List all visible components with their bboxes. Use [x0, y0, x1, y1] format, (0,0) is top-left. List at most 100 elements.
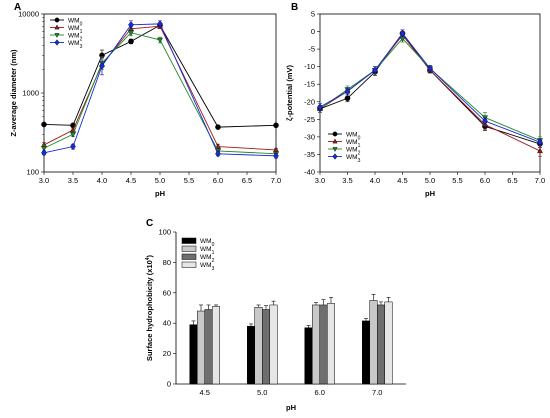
- panel-c-letter: C: [146, 218, 153, 229]
- y-tick-label: -40: [304, 168, 315, 177]
- data-point: [41, 146, 47, 152]
- y-tick-label: 100: [158, 228, 171, 237]
- legend-marker: [54, 24, 60, 30]
- panel-b-letter: B: [291, 2, 298, 13]
- y-tick-label: 1000: [22, 89, 39, 98]
- legend-marker: [332, 153, 338, 160]
- bar: [262, 309, 270, 385]
- y-tick-label: 10000: [18, 10, 39, 19]
- legend-label: WM2: [68, 32, 83, 42]
- x-tick-label: 6.5: [242, 176, 252, 185]
- y-tick-label: 60: [163, 288, 171, 297]
- y-tick-label: 100: [26, 168, 39, 177]
- x-tick-label: 4.5: [200, 388, 210, 397]
- data-point: [537, 138, 543, 146]
- series-line: [43, 32, 277, 155]
- x-tick-label: 6.5: [507, 176, 517, 185]
- data-point: [482, 117, 488, 125]
- x-axis-title: pH: [425, 189, 435, 198]
- panel-a: A 3.0 3.5 4.0 4.5 5.0 5.5 6.0 6.5 7.0 100 1000 1000…: [9, 2, 281, 198]
- x-tick-label: 3.5: [68, 176, 78, 185]
- x-tick-label: 6.0: [480, 176, 490, 185]
- series-line: [319, 37, 541, 141]
- y-tick-label: 40: [163, 319, 171, 328]
- x-tick-label: 6.0: [213, 176, 223, 185]
- y-axis-title: Surface hydrophobicity (x104): [145, 254, 154, 361]
- x-tick-label: 4.0: [370, 176, 380, 185]
- data-point: [427, 64, 433, 73]
- y-tick-label: 5: [311, 10, 315, 19]
- data-point: [344, 95, 351, 102]
- panel-b: B 3.0 3.5 4.0 4.5 5.0 5.5 6.0 6.5 7.0 -40 -35 -30 -2…: [285, 2, 545, 198]
- x-tick-label: 5.5: [452, 176, 462, 185]
- x-tick-label: 7.0: [535, 176, 545, 185]
- bar: [212, 306, 220, 385]
- x-tick-label: 3.0: [39, 176, 49, 185]
- y-tick-label: -25: [304, 115, 315, 124]
- legend-swatch: [181, 253, 197, 260]
- legend-swatch: [181, 261, 197, 268]
- bar: [327, 303, 335, 385]
- data-point: [99, 62, 105, 70]
- data-point: [128, 30, 134, 37]
- bar: [254, 306, 263, 385]
- legend-swatch: [181, 245, 197, 252]
- bar: [384, 301, 393, 385]
- data-point: [70, 142, 76, 151]
- bar: [304, 327, 313, 385]
- data-point: [215, 124, 221, 130]
- legend-label: WM0: [200, 238, 215, 248]
- y-axis-title: ζ-potential (mV): [285, 65, 294, 121]
- legend-label: WM1: [200, 246, 215, 256]
- bar: [312, 304, 320, 385]
- y-tick-label: 0: [167, 380, 171, 389]
- legend-label: WM2: [346, 146, 361, 156]
- data-point: [317, 103, 323, 111]
- data-point: [157, 37, 163, 44]
- bar: [319, 304, 328, 385]
- bar: [247, 325, 255, 385]
- y-tick-label: -35: [304, 150, 315, 159]
- x-axis-title: pH: [286, 403, 296, 412]
- legend-marker: [332, 131, 338, 137]
- panel-a-letter: A: [14, 2, 21, 13]
- data-point: [215, 150, 221, 158]
- data-point: [157, 20, 163, 28]
- y-tick-label: -10: [304, 62, 315, 71]
- legend-label: WM2: [200, 254, 215, 264]
- x-tick-label: 5.0: [425, 176, 435, 185]
- bar: [204, 309, 213, 385]
- legend-marker: [54, 17, 60, 23]
- data-point: [41, 121, 47, 128]
- x-tick-label: 4.0: [97, 176, 107, 185]
- bar: [197, 310, 205, 385]
- legend-label: WM0: [68, 17, 83, 27]
- data-point: [273, 152, 279, 160]
- x-tick-label: 6.0: [315, 388, 325, 397]
- data-point: [41, 149, 47, 157]
- y-tick-label: -15: [304, 80, 315, 89]
- y-tick-label: 80: [163, 258, 171, 267]
- panel-c: C 0 20 40 60 80 100 4.5 5.0 6.0 7.0 pH Surface hydr…: [145, 218, 406, 412]
- bar: [362, 320, 370, 385]
- x-tick-label: 3.0: [315, 176, 325, 185]
- x-tick-label: 7.0: [372, 388, 382, 397]
- bar: [189, 324, 198, 385]
- legend-label: WM1: [346, 139, 361, 149]
- y-tick-label: 0: [311, 27, 315, 36]
- data-point: [344, 87, 351, 95]
- data-point: [372, 66, 378, 74]
- data-point: [70, 132, 76, 138]
- series-line: [319, 32, 541, 145]
- data-point: [273, 122, 279, 129]
- data-point: [128, 38, 134, 45]
- series-line: [319, 32, 541, 143]
- y-tick-label: -30: [304, 132, 315, 141]
- x-tick-label: 4.5: [397, 176, 407, 185]
- x-tick-label: 5.5: [184, 176, 194, 185]
- legend-label: WM3: [200, 262, 215, 272]
- legend-marker: [54, 39, 60, 46]
- bar: [369, 300, 378, 385]
- legend-marker: [332, 147, 338, 152]
